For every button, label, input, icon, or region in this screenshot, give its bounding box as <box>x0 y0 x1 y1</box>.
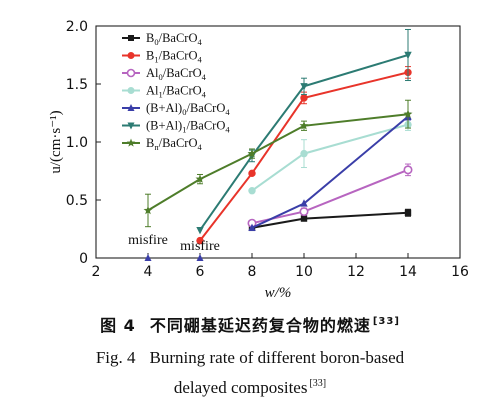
series-layer <box>143 28 413 245</box>
x-tick-label: 6 <box>196 264 205 280</box>
misfire-label: misfire <box>128 233 168 248</box>
axes: 2 4 6 8 10 12 14 16 0 0.5 1.0 1.5 2.0 <box>66 19 469 280</box>
series-line <box>199 71 409 242</box>
x-tick-label: 2 <box>92 264 101 280</box>
data-point <box>403 109 413 118</box>
data-point <box>403 165 413 175</box>
data-point <box>248 223 256 232</box>
legend-item-2: Al0/BaCrO4 <box>122 66 207 82</box>
caption-en-fig: Fig. 4 <box>95 348 136 367</box>
legend-marker <box>127 104 135 111</box>
y-axis-label: u/(cm·s⁻¹) <box>48 110 64 173</box>
x-tick-label: 8 <box>248 264 257 280</box>
x-tick-label: 10 <box>295 264 313 280</box>
data-point <box>404 51 412 60</box>
data-point <box>300 83 308 91</box>
caption-en-title-line2: delayed composites <box>173 378 308 397</box>
caption-chinese: 图 4 不同硼基延迟药复合物的燃速 [33] <box>0 312 500 336</box>
series-line <box>251 211 409 229</box>
x-tick-label: 4 <box>144 264 153 280</box>
legend-marker <box>127 122 135 130</box>
legend-label: (B+Al)0/BaCrO4 <box>146 101 230 117</box>
legend-item-3: Al1/BaCrO4 <box>122 84 207 100</box>
caption-zh-fig: 图 4 <box>100 316 136 335</box>
data-point <box>300 215 308 222</box>
series-line <box>251 168 409 225</box>
legend-label: Bn/BaCrO4 <box>146 136 202 152</box>
series-line <box>199 54 409 231</box>
legend-item-4: (B+Al)0/BaCrO4 <box>122 101 230 117</box>
data-point <box>248 169 256 178</box>
y-tick-label: 2.0 <box>66 19 88 35</box>
legend-label: B0/BaCrO4 <box>146 31 202 47</box>
caption-english-line1: Fig. 4 Burning rate of different boron-ba… <box>0 348 500 368</box>
data-point <box>300 149 308 158</box>
series-0 <box>248 208 412 232</box>
data-point <box>196 236 204 245</box>
series-3 <box>248 118 412 195</box>
data-point <box>195 174 205 183</box>
axis-labels: w/% u/(cm·s⁻¹) <box>48 110 291 300</box>
series-6 <box>143 99 413 228</box>
caption-en-ref: [33] <box>309 378 327 389</box>
caption-zh-ref: [33] <box>372 316 400 327</box>
legend-label: Al0/BaCrO4 <box>146 66 207 82</box>
annotations: misfire misfire <box>128 233 220 261</box>
caption-zh-title: 不同硼基延迟药复合物的燃速 <box>149 316 371 335</box>
data-point <box>300 94 308 102</box>
data-point <box>300 199 308 207</box>
x-tick-label: 14 <box>399 264 417 280</box>
x-tick-label: 16 <box>451 264 469 280</box>
legend-marker <box>128 35 134 41</box>
data-point <box>247 148 257 158</box>
x-tick-label: 12 <box>347 264 365 280</box>
y-tick-label: 0.5 <box>66 193 88 209</box>
data-point <box>299 207 309 217</box>
caption-en-title-line1: Burning rate of different boron-based <box>149 348 405 367</box>
legend-label: (B+Al)1/BaCrO4 <box>146 119 230 135</box>
y-tick-label: 1.5 <box>66 77 88 93</box>
series-line <box>251 115 409 229</box>
data-point <box>299 121 309 130</box>
legend: B0/BaCrO4B1/BaCrO4Al0/BaCrO4Al1/BaCrO4(B… <box>122 31 230 152</box>
y-tick-label: 0 <box>79 251 88 267</box>
data-point <box>248 187 256 195</box>
legend-item-6: Bn/BaCrO4 <box>122 136 202 152</box>
y-tick-label: 1.0 <box>66 135 88 151</box>
data-point <box>404 209 412 216</box>
x-axis-label: w/% <box>265 285 292 300</box>
legend-marker <box>127 52 135 59</box>
legend-item-1: B1/BaCrO4 <box>122 49 202 65</box>
caption-english-line2: delayed composites [33] <box>0 378 500 398</box>
misfire-point <box>144 254 152 261</box>
legend-item-0: B0/BaCrO4 <box>122 31 202 47</box>
legend-label: Al1/BaCrO4 <box>146 84 207 100</box>
legend-item-5: (B+Al)1/BaCrO4 <box>122 119 230 135</box>
legend-marker <box>126 138 136 147</box>
data-point <box>143 205 153 215</box>
legend-label: B1/BaCrO4 <box>146 49 202 65</box>
legend-marker <box>126 68 136 78</box>
legend-marker <box>127 87 135 94</box>
misfire-point <box>196 254 204 261</box>
data-point <box>196 226 204 235</box>
misfire-label: misfire <box>180 239 220 254</box>
